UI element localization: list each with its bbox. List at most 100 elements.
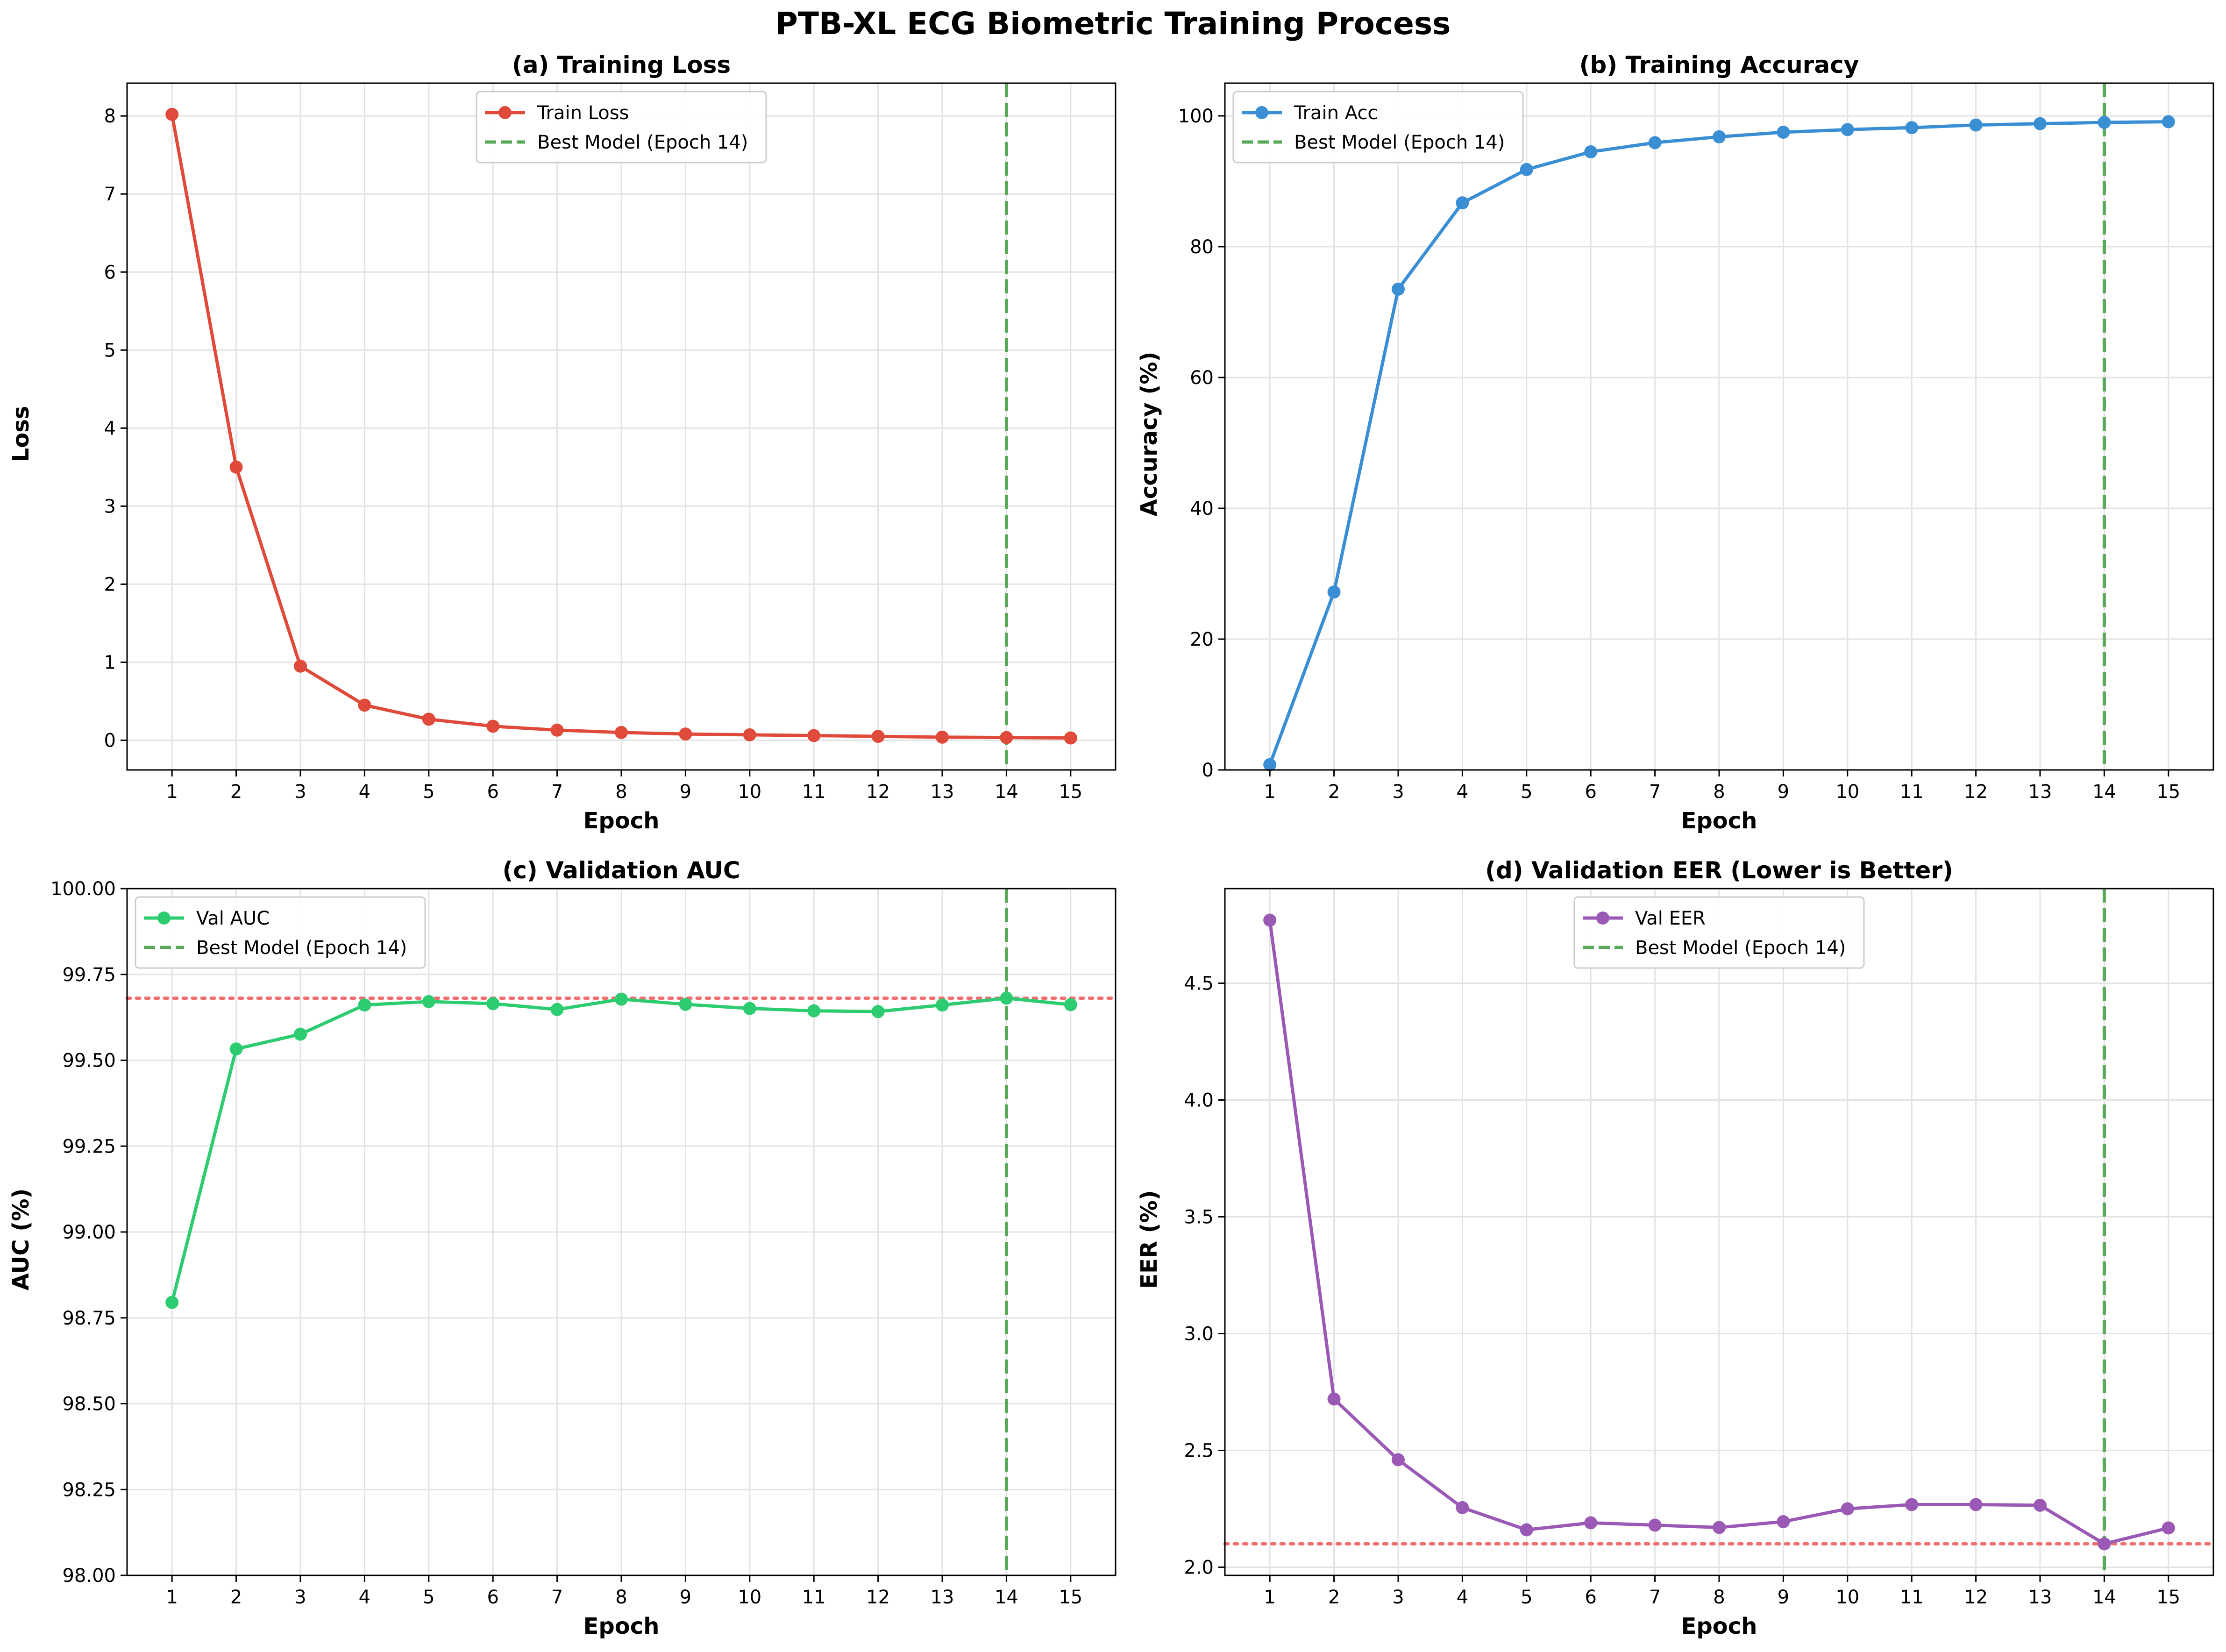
panel-2: 1 2 3 4 5 6 7 8 9 10 11 12 13 14 1598.0098.2598.5098.7…: [8, 857, 1117, 1639]
x-tick-label: 6: [1585, 781, 1596, 803]
data-point: [679, 997, 692, 1011]
data-point: [422, 712, 435, 726]
x-tick-label: 14: [995, 1587, 1018, 1608]
data-point: [229, 1042, 243, 1056]
data-point: [1713, 1521, 1726, 1534]
panel-title: (d) Validation EER (Lower is Better): [1485, 857, 1953, 884]
x-tick-label: 13: [2028, 781, 2052, 803]
x-tick-label: 8: [1713, 1587, 1725, 1608]
x-tick-label: 3: [1392, 1587, 1404, 1608]
x-axis-label: Epoch: [1681, 808, 1757, 834]
data-point: [422, 995, 435, 1008]
x-tick-label: 13: [931, 1587, 954, 1608]
y-tick-label: 98.50: [62, 1394, 116, 1415]
y-tick-label: 1: [104, 652, 116, 673]
legend-box: [476, 91, 767, 164]
data-point: [936, 998, 949, 1012]
data-point: [2162, 115, 2175, 128]
data-point: [486, 719, 500, 733]
y-tick-label: 3.0: [1184, 1324, 1214, 1345]
x-axis-label: Epoch: [1681, 1613, 1757, 1639]
y-axis-label: AUC (%): [8, 1189, 34, 1291]
y-axis-label: Loss: [8, 406, 34, 463]
data-point: [1327, 585, 1341, 599]
y-tick-label: 7: [104, 184, 116, 205]
legend-best-label: Best Model (Epoch 14): [537, 132, 748, 153]
data-point: [1456, 196, 1469, 210]
x-tick-label: 1: [166, 1587, 178, 1608]
x-tick-label: 5: [1521, 781, 1532, 803]
x-tick-label: 11: [1900, 1587, 1924, 1608]
x-tick-label: 10: [738, 1587, 761, 1608]
y-tick-label: 4.0: [1184, 1090, 1214, 1111]
legend-series-label: Train Loss: [537, 102, 629, 124]
x-tick-label: 9: [1778, 1587, 1789, 1608]
data-point: [1263, 913, 1277, 927]
legend: Val AUC Best Model (Epoch 14): [135, 896, 426, 969]
y-tick-label: 98.25: [62, 1479, 116, 1501]
y-tick-label: 98.00: [62, 1565, 116, 1587]
y-tick-label: 5: [104, 340, 116, 361]
data-point: [1064, 731, 1077, 745]
x-tick-label: 11: [1900, 781, 1924, 803]
y-tick-label: 3: [104, 496, 116, 517]
legend-box: [1232, 91, 1524, 164]
x-tick-label: 12: [866, 1587, 890, 1608]
legend-best-label: Best Model (Epoch 14): [196, 937, 407, 959]
x-tick-label: 14: [2092, 1587, 2116, 1608]
legend-series-marker: [157, 911, 171, 925]
x-tick-label: 10: [1835, 1587, 1859, 1608]
x-tick-label: 14: [995, 781, 1018, 803]
x-tick-label: 15: [2156, 1587, 2180, 1608]
data-point: [936, 730, 949, 744]
data-point: [2098, 1537, 2111, 1551]
data-point: [1584, 145, 1598, 158]
data-point: [615, 992, 628, 1006]
data-point: [1520, 163, 1533, 176]
data-point: [293, 1027, 307, 1041]
y-axis-label: Accuracy (%): [1136, 352, 1162, 517]
x-tick-label: 9: [1778, 781, 1789, 803]
data-point: [1000, 991, 1013, 1005]
data-point: [165, 1296, 179, 1309]
legend-box: [135, 896, 426, 969]
legend: Train Acc Best Model (Epoch 14): [1232, 91, 1524, 164]
y-tick-label: 80: [1190, 236, 1214, 258]
x-tick-label: 2: [230, 781, 242, 803]
x-tick-label: 4: [1457, 781, 1468, 803]
y-tick-label: 98.75: [62, 1308, 116, 1329]
data-point: [1648, 136, 1662, 150]
x-tick-label: 10: [738, 781, 761, 803]
x-tick-label: 2: [230, 1587, 242, 1608]
y-tick-label: 4: [104, 418, 116, 439]
data-point: [871, 730, 885, 743]
data-point: [550, 1003, 564, 1016]
data-point: [1648, 1518, 1662, 1532]
data-point: [1064, 998, 1077, 1011]
x-tick-label: 7: [1649, 1587, 1661, 1608]
x-tick-label: 6: [487, 781, 498, 803]
data-point: [615, 726, 628, 739]
x-tick-label: 14: [2092, 781, 2116, 803]
data-point: [165, 107, 179, 121]
data-point: [2162, 1521, 2175, 1535]
data-point: [807, 1004, 821, 1018]
x-tick-label: 8: [615, 781, 627, 803]
legend-series-label: Train Acc: [1294, 102, 1378, 124]
y-tick-label: 3.5: [1184, 1207, 1214, 1228]
data-point: [293, 659, 307, 673]
y-tick-label: 4.5: [1184, 973, 1214, 995]
x-tick-label: 5: [423, 1587, 434, 1608]
y-tick-label: 100.00: [50, 878, 116, 900]
x-tick-label: 6: [1585, 1587, 1596, 1608]
x-tick-label: 4: [359, 1587, 370, 1608]
x-tick-label: 13: [931, 781, 954, 803]
data-point: [1777, 1515, 1790, 1528]
x-tick-label: 5: [1521, 1587, 1532, 1608]
data-point: [1520, 1523, 1533, 1537]
data-point: [1969, 118, 1983, 132]
x-tick-label: 4: [359, 781, 370, 803]
